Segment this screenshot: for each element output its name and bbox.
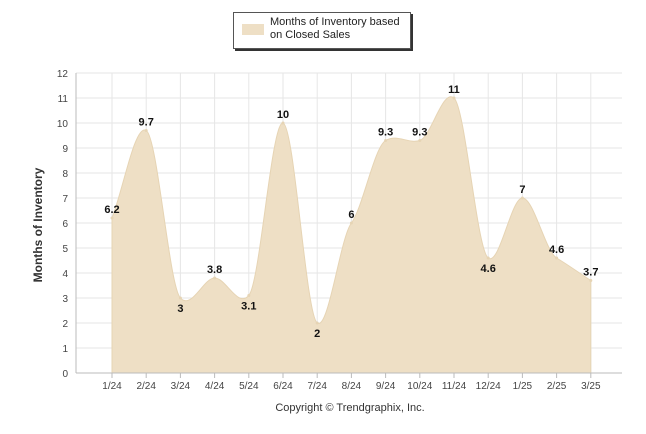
y-tick-label: 12 — [57, 69, 69, 80]
x-tick-label: 10/24 — [407, 381, 432, 392]
data-label: 9.7 — [139, 117, 154, 129]
legend-label-line1: Months of Inventory based — [270, 16, 400, 28]
data-point — [486, 256, 490, 260]
x-tick-label: 3/24 — [171, 381, 191, 392]
y-tick-label: 7 — [62, 194, 68, 205]
y-tick-label: 3 — [62, 294, 68, 305]
data-point — [110, 216, 114, 220]
y-tick-label: 1 — [62, 344, 68, 355]
y-tick-label: 4 — [62, 269, 68, 280]
label-layer: 6.2 9.7 3 3.8 3.1 10 2 6 9.3 9.3 11 4.6 7 4.6 3.7 — [104, 84, 598, 340]
x-tick-label: 7/24 — [307, 381, 327, 392]
data-label: 3.1 — [241, 301, 256, 313]
data-point — [349, 221, 353, 225]
legend-label-line2: on Closed Sales — [270, 29, 351, 41]
data-label: 10 — [277, 109, 289, 121]
y-tick-label: 11 — [58, 94, 69, 105]
y-axis-title: Months of Inventory — [31, 167, 45, 283]
x-tick-label: 6/24 — [273, 381, 293, 392]
data-label: 3 — [177, 303, 183, 315]
data-label: 9.3 — [378, 127, 393, 139]
x-tick-label: 2/24 — [136, 381, 156, 392]
y-tick-label: 5 — [62, 244, 68, 255]
x-tick-label: 5/24 — [239, 381, 259, 392]
x-tick-label: 4/24 — [205, 381, 225, 392]
y-tick-label: 0 — [62, 369, 68, 380]
x-tick-label: 1/24 — [102, 381, 122, 392]
data-point — [213, 276, 217, 280]
data-point — [452, 96, 456, 100]
data-label: 3.8 — [207, 264, 222, 276]
y-tick-label: 2 — [62, 319, 68, 330]
x-tick-label: 11/24 — [442, 381, 467, 392]
legend: Months of Inventory based on Closed Sale… — [233, 12, 411, 49]
data-point — [589, 279, 593, 282]
data-point — [144, 129, 148, 132]
data-point — [281, 121, 285, 125]
copyright-text: Copyright © Trendgraphix, Inc. — [275, 402, 425, 414]
y-tick-label: 9 — [62, 144, 68, 155]
data-label: 7 — [519, 184, 525, 196]
data-label: 6.2 — [104, 204, 119, 216]
data-label: 6 — [348, 209, 354, 221]
data-label: 9.3 — [412, 127, 427, 139]
y-tick-label: 6 — [62, 219, 68, 230]
x-tick-label: 9/24 — [376, 381, 396, 392]
x-tick-label: 1/25 — [513, 381, 533, 392]
x-tick-label: 2/25 — [547, 381, 567, 392]
data-label: 3.7 — [583, 267, 598, 279]
data-label: 2 — [314, 328, 320, 340]
x-tick-label: 8/24 — [342, 381, 362, 392]
data-label: 4.6 — [481, 263, 496, 275]
data-label: 4.6 — [549, 244, 564, 256]
data-point — [247, 294, 251, 297]
data-point — [384, 139, 388, 142]
data-point — [418, 139, 422, 142]
data-point — [315, 321, 319, 325]
x-tick-label: 12/24 — [476, 381, 501, 392]
data-point — [520, 196, 524, 200]
data-label: 11 — [448, 84, 460, 96]
y-tick-label: 8 — [62, 169, 68, 180]
data-point — [178, 296, 182, 300]
legend-label: Months of Inventory based on Closed Sale… — [270, 16, 408, 42]
x-tick-label: 3/25 — [581, 381, 601, 392]
y-tick-label: 10 — [57, 119, 69, 130]
legend-swatch — [242, 24, 264, 35]
area-layer — [110, 96, 593, 374]
data-point — [555, 256, 559, 260]
